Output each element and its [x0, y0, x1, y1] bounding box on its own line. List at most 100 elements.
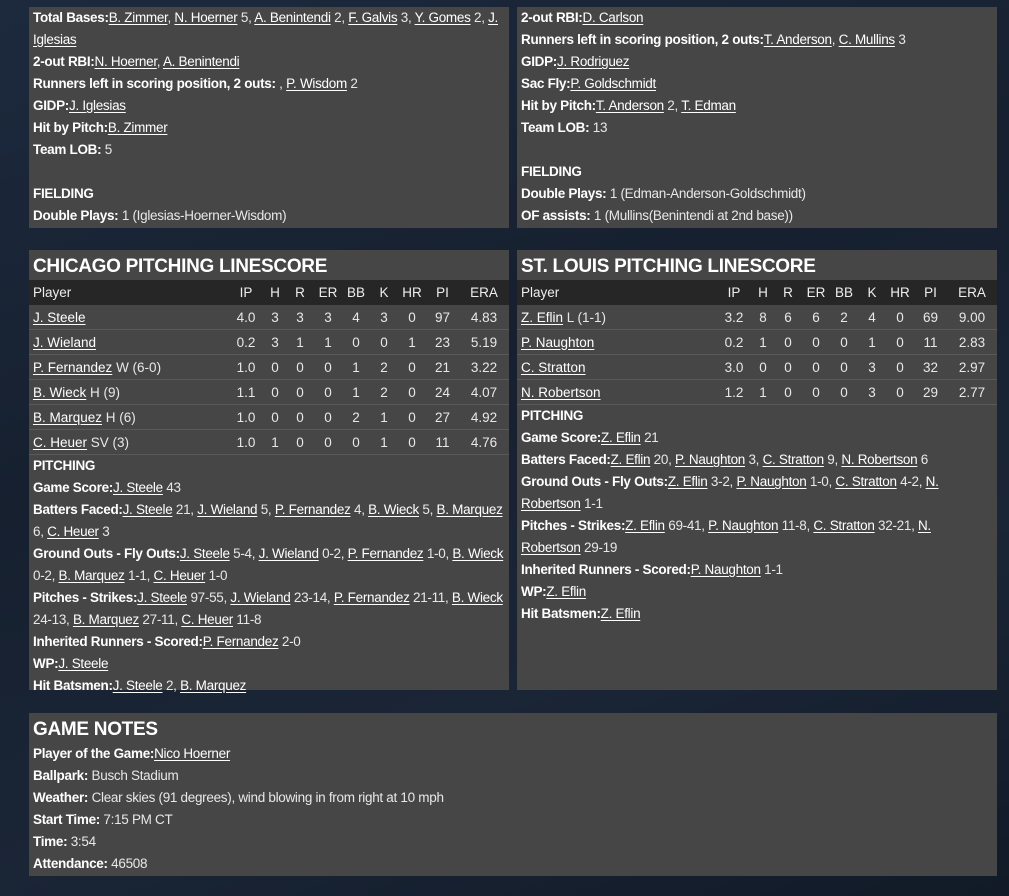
column-header[interactable]: ER: [314, 280, 342, 305]
player-link[interactable]: Z. Eflin: [667, 474, 708, 489]
player-link[interactable]: J. Steele: [122, 502, 173, 517]
player-link[interactable]: J. Steele: [113, 480, 163, 495]
player-link[interactable]: F. Galvis: [348, 10, 398, 25]
column-header[interactable]: BB: [342, 280, 370, 305]
player-link[interactable]: N. Robertson: [521, 518, 931, 555]
player-link[interactable]: C. Stratton: [521, 359, 586, 375]
player-link[interactable]: J. Wieland: [230, 590, 291, 605]
column-header[interactable]: Player: [517, 280, 716, 305]
player-link[interactable]: P. Fernandez: [347, 546, 424, 561]
column-header[interactable]: ER: [802, 280, 830, 305]
player-link[interactable]: Z. Eflin: [546, 584, 586, 599]
player-link[interactable]: C. Mullins: [838, 32, 896, 47]
player-link[interactable]: D. Carlson: [582, 10, 644, 25]
player-link[interactable]: Z. Eflin: [625, 518, 665, 533]
player-link[interactable]: P. Naughton: [521, 334, 595, 350]
player-link[interactable]: P. Fernandez: [202, 634, 279, 649]
stat-cell: 2: [830, 305, 858, 330]
player-link[interactable]: T. Edman: [681, 98, 736, 113]
column-header[interactable]: K: [858, 280, 886, 305]
column-header[interactable]: PI: [914, 280, 947, 305]
column-header[interactable]: H: [752, 280, 774, 305]
player-link[interactable]: P. Naughton: [690, 562, 761, 577]
player-link[interactable]: T. Anderson: [595, 98, 664, 113]
column-header[interactable]: R: [286, 280, 314, 305]
column-header[interactable]: HR: [398, 280, 426, 305]
player-link[interactable]: B. Marquez: [180, 678, 247, 693]
player-link[interactable]: P. Goldschmidt: [570, 76, 656, 91]
column-header[interactable]: BB: [830, 280, 858, 305]
column-header[interactable]: K: [370, 280, 398, 305]
player-link[interactable]: A. Benintendi: [162, 54, 240, 69]
player-link[interactable]: N. Robertson: [521, 384, 601, 400]
player-link[interactable]: C. Heuer: [33, 434, 88, 450]
player-link[interactable]: J. Wieland: [258, 546, 319, 561]
stat-value: 46508: [107, 856, 148, 871]
player-link[interactable]: B. Wieck: [452, 546, 504, 561]
player-link[interactable]: B. Zimmer: [107, 120, 168, 135]
player-link[interactable]: N. Robertson: [841, 452, 918, 467]
player-link[interactable]: P. Fernandez: [333, 590, 410, 605]
player-link[interactable]: Z. Eflin: [610, 452, 651, 467]
player-link[interactable]: J. Steele: [137, 590, 187, 605]
stat-value: ,: [156, 54, 163, 69]
stat-lines: Total Bases:B. Zimmer, N. Hoerner 5, A. …: [29, 7, 509, 227]
player-link[interactable]: N. Hoerner: [94, 54, 158, 69]
player-link[interactable]: J. Wieland: [197, 502, 258, 517]
stat-cell: 0: [802, 354, 830, 380]
player-link[interactable]: P. Naughton: [736, 474, 807, 489]
stat-line: Runners left in scoring position, 2 outs…: [521, 29, 993, 51]
player-link[interactable]: C. Heuer: [47, 524, 99, 539]
player-link[interactable]: B. Marquez: [436, 502, 503, 517]
player-link[interactable]: Z. Eflin: [601, 430, 641, 445]
player-link[interactable]: C. Stratton: [762, 452, 825, 467]
player-link[interactable]: Y. Gomes: [414, 10, 471, 25]
player-link[interactable]: C. Stratton: [813, 518, 875, 533]
player-link[interactable]: J. Steele: [58, 656, 109, 671]
player-link[interactable]: C. Heuer: [181, 612, 233, 627]
column-header[interactable]: IP: [716, 280, 752, 305]
player-link[interactable]: T. Anderson: [763, 32, 832, 47]
player-link[interactable]: J. Iglesias: [69, 98, 126, 113]
player-link[interactable]: J. Rodriguez: [557, 54, 630, 69]
player-link[interactable]: B. Marquez: [33, 409, 103, 425]
player-link[interactable]: J. Steele: [33, 309, 86, 325]
column-header[interactable]: R: [774, 280, 802, 305]
player-link[interactable]: B. Wieck: [33, 384, 87, 400]
player-link[interactable]: N. Robertson: [521, 474, 939, 511]
player-link[interactable]: B. Wieck: [368, 502, 419, 517]
player-link[interactable]: B. Marquez: [72, 612, 139, 627]
player-link[interactable]: J. Iglesias: [33, 10, 498, 47]
player-link[interactable]: B. Wieck: [451, 590, 503, 605]
player-link[interactable]: J. Steele: [112, 678, 163, 693]
player-link[interactable]: Nico Hoerner: [154, 746, 231, 761]
stat-value: 1-0: [205, 568, 228, 583]
player-link[interactable]: J. Steele: [179, 546, 230, 561]
column-header[interactable]: ERA: [947, 280, 997, 305]
column-header[interactable]: PI: [426, 280, 459, 305]
player-link[interactable]: Z. Eflin: [521, 309, 564, 325]
stat-label: Inherited Runners - Scored:: [521, 562, 691, 577]
player-link[interactable]: P. Naughton: [675, 452, 746, 467]
stat-cell: 3: [286, 305, 314, 330]
player-link[interactable]: N. Hoerner: [174, 10, 238, 25]
stat-line: Double Plays: 1 (Edman-Anderson-Goldschm…: [521, 183, 993, 205]
player-link[interactable]: J. Wieland: [33, 334, 97, 350]
stat-value: 21,: [172, 502, 198, 517]
player-link[interactable]: Z. Eflin: [600, 606, 641, 621]
player-link[interactable]: P. Wisdom: [286, 76, 347, 91]
column-header[interactable]: ERA: [459, 280, 509, 305]
player-link[interactable]: P. Fernandez: [274, 502, 351, 517]
stat-cell: 0.2: [228, 329, 264, 355]
player-link[interactable]: A. Benintendi: [254, 10, 331, 25]
column-header[interactable]: H: [264, 280, 286, 305]
column-header[interactable]: IP: [228, 280, 264, 305]
player-link[interactable]: B. Marquez: [58, 568, 125, 583]
player-link[interactable]: C. Heuer: [153, 568, 206, 583]
player-link[interactable]: B. Zimmer: [108, 10, 168, 25]
player-link[interactable]: C. Stratton: [835, 474, 897, 489]
player-link[interactable]: P. Naughton: [708, 518, 779, 533]
column-header[interactable]: HR: [886, 280, 914, 305]
player-link[interactable]: P. Fernandez: [33, 359, 113, 375]
column-header[interactable]: Player: [29, 280, 228, 305]
